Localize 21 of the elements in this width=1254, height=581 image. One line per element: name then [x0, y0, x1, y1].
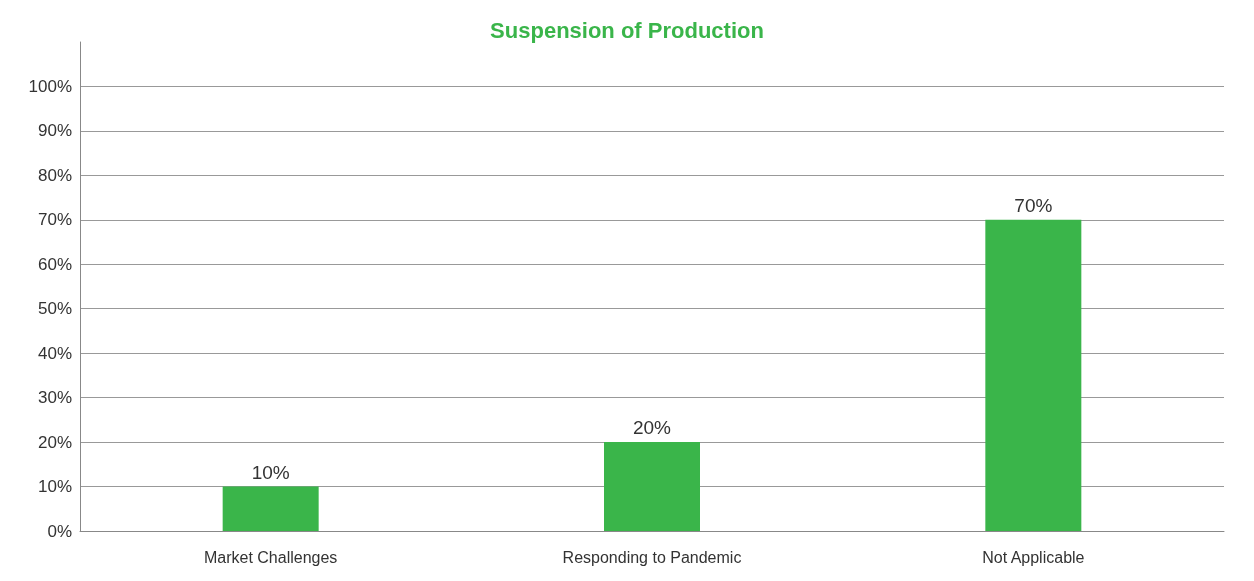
- data-label: 20%: [632, 417, 672, 439]
- y-tick-label: 10%: [37, 477, 72, 497]
- bar: [604, 442, 700, 531]
- bar: [222, 486, 319, 531]
- data-label: 70%: [1014, 194, 1053, 216]
- x-tick-label: Responding to Pandemic: [562, 548, 742, 566]
- x-tick-label: Market Challenges: [203, 548, 338, 566]
- y-tick-label: 40%: [37, 343, 72, 363]
- y-tick-label: 60%: [37, 254, 72, 274]
- x-tick-label: Not Applicable: [982, 548, 1085, 566]
- y-tick-label: 20%: [37, 432, 72, 452]
- y-tick-label: 50%: [37, 299, 72, 319]
- y-tick-label: 30%: [37, 388, 72, 408]
- y-tick-label: 90%: [37, 121, 72, 141]
- y-tick-label: 0%: [47, 521, 72, 541]
- data-label: 10%: [251, 461, 290, 483]
- chart-title: Suspension of Production: [490, 17, 764, 43]
- bar: [985, 219, 1082, 531]
- y-tick-label: 80%: [37, 165, 72, 185]
- y-tick-label: 100%: [28, 76, 72, 96]
- y-tick-label: 70%: [37, 210, 72, 230]
